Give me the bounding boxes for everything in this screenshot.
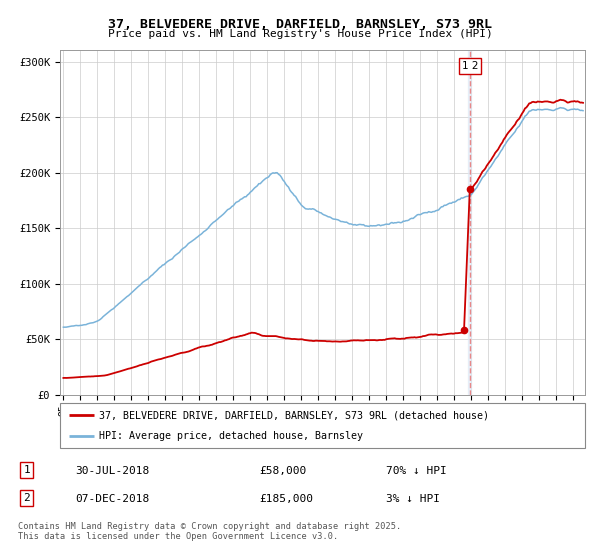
- Text: 07-DEC-2018: 07-DEC-2018: [76, 494, 149, 504]
- Text: 30-JUL-2018: 30-JUL-2018: [76, 466, 149, 476]
- Text: HPI: Average price, detached house, Barnsley: HPI: Average price, detached house, Barn…: [100, 431, 364, 441]
- Text: 3% ↓ HPI: 3% ↓ HPI: [386, 494, 440, 504]
- Text: £58,000: £58,000: [260, 466, 307, 476]
- Text: Contains HM Land Registry data © Crown copyright and database right 2025.
This d: Contains HM Land Registry data © Crown c…: [18, 522, 401, 542]
- Text: 70% ↓ HPI: 70% ↓ HPI: [386, 466, 447, 476]
- Text: 37, BELVEDERE DRIVE, DARFIELD, BARNSLEY, S73 9RL: 37, BELVEDERE DRIVE, DARFIELD, BARNSLEY,…: [108, 18, 492, 31]
- Bar: [469, 50, 471, 395]
- Text: 1 2: 1 2: [461, 61, 478, 71]
- Text: 37, BELVEDERE DRIVE, DARFIELD, BARNSLEY, S73 9RL (detached house): 37, BELVEDERE DRIVE, DARFIELD, BARNSLEY,…: [100, 410, 490, 421]
- Text: Price paid vs. HM Land Registry's House Price Index (HPI): Price paid vs. HM Land Registry's House …: [107, 29, 493, 39]
- Text: £185,000: £185,000: [260, 494, 314, 504]
- Text: 1: 1: [23, 465, 30, 475]
- Text: 2: 2: [23, 493, 30, 503]
